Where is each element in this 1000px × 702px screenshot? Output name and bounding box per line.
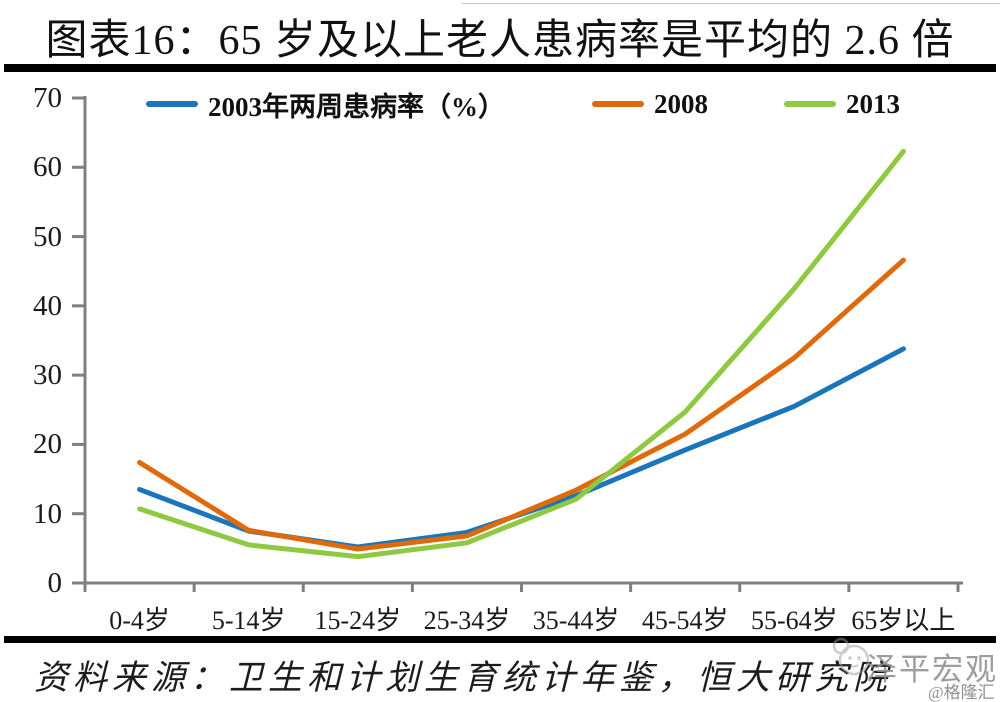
x-tick-label: 65岁以上	[851, 606, 956, 635]
y-tick-label: 0	[47, 567, 63, 599]
series-line-2003	[137, 346, 906, 550]
legend-color-chip	[146, 101, 198, 107]
source-note: 资料来源：卫生和计划生育统计年鉴，恒大研究院	[34, 660, 892, 697]
watermark-face-logo-icon	[832, 637, 870, 676]
legend-item-2008: 2008	[592, 87, 708, 121]
series-line-2008	[137, 257, 906, 552]
legend-label: 2008	[654, 88, 708, 119]
y-tick-label: 40	[33, 289, 62, 322]
x-tick-label: 25-34岁	[423, 606, 511, 635]
title-divider	[4, 64, 996, 72]
legend-label: 2013	[846, 88, 900, 119]
legend-color-chip	[592, 101, 644, 107]
x-tick-label: 15-24岁	[314, 606, 402, 635]
y-tick-label: 50	[33, 220, 62, 253]
x-tick-label: 55-64岁	[750, 606, 838, 635]
legend-item-2003: 2003年两周患病率（%）	[146, 87, 505, 122]
x-tick-label: 5-14岁	[211, 606, 286, 635]
page-title: 图表16：65 岁及以上老人患病率是平均的 2.6 倍	[45, 18, 955, 64]
x-tick-label: 0-4岁	[109, 606, 170, 635]
legend-color-chip	[784, 101, 836, 107]
legend-item-2013: 2013	[784, 87, 900, 121]
legend-label: 2003年两周患病率（%）	[208, 91, 505, 122]
top-edge-artifact	[462, 3, 1000, 4]
x-tick-label: 35-44岁	[532, 606, 620, 635]
x-tick-label: 45-54岁	[641, 606, 729, 635]
y-tick-label: 70	[33, 82, 62, 114]
y-tick-label: 20	[33, 428, 62, 461]
y-tick-label: 60	[33, 151, 62, 184]
y-tick-label: 30	[33, 359, 62, 392]
y-tick-label: 10	[33, 497, 62, 530]
watermark-text: 泽平宏观	[866, 652, 998, 687]
series-line-2013	[137, 148, 906, 560]
watermark-handle: @格隆汇	[928, 683, 995, 702]
footer-divider	[4, 636, 996, 643]
